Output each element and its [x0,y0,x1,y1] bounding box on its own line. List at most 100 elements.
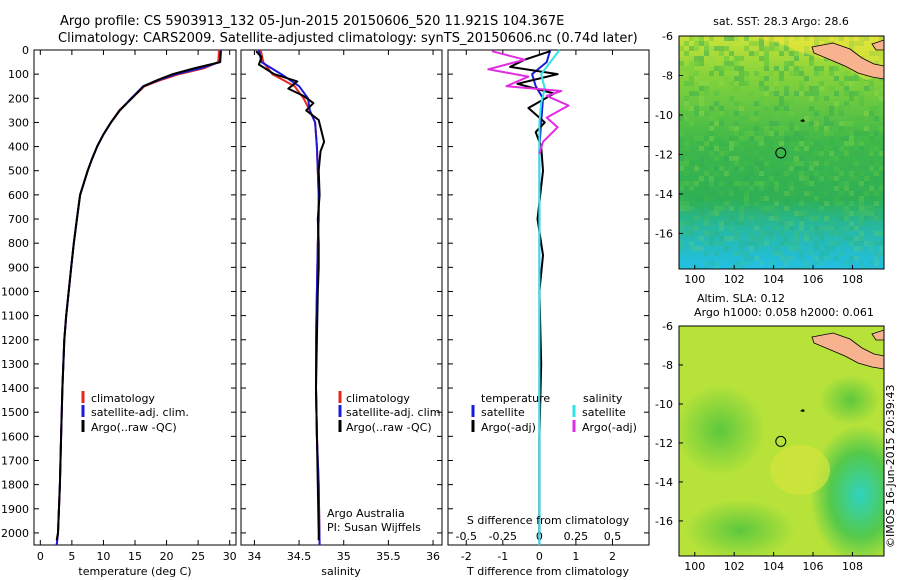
sst-pixel [759,221,764,226]
sst-pixel [759,156,764,161]
sst-pixel [719,141,724,146]
legend-label-temp-satellite: satellite [481,406,525,419]
sst-pixel [779,131,784,136]
sst-pixel [749,171,754,176]
sst-pixel [729,136,734,141]
sst-pixel [754,166,759,171]
sst-pixel [709,106,714,111]
sst-pixel [809,121,814,126]
sst-pixel [849,241,854,246]
sst-pixel [784,141,789,146]
sst-pixel [709,116,714,121]
sst-pixel [759,181,764,186]
sst-pixel [839,181,844,186]
sst-pixel [879,231,884,236]
sst-pixel [814,261,819,266]
y-tick-label: 1700 [1,454,29,467]
sst-pixel [759,241,764,246]
sst-pixel [759,86,764,91]
sst-pixel [794,266,799,269]
sst-pixel [679,46,684,51]
sst-pixel [684,101,689,106]
sst-pixel [744,116,749,121]
sst-pixel [864,111,869,116]
sst-pixel [874,211,879,216]
sst-pixel [864,206,869,211]
sst-pixel [804,171,809,176]
sst-pixel [749,131,754,136]
sst-pixel [734,56,739,61]
sst-pixel [714,96,719,101]
sst-pixel [719,221,724,226]
sst-pixel [714,166,719,171]
x-tick-label: 10 [96,550,110,563]
sst-pixel [809,96,814,101]
sst-pixel [719,191,724,196]
sst-pixel [689,71,694,76]
sst-pixel [789,181,794,186]
sst-pixel [684,141,689,146]
sst-pixel [739,76,744,81]
x-tick-label: 35 [337,550,351,563]
sst-pixel [709,196,714,201]
sst-pixel [699,246,704,251]
sst-pixel [689,81,694,86]
sst-pixel [729,146,734,151]
land-island [871,39,884,51]
sst-pixel [734,96,739,101]
sst-pixel [849,121,854,126]
sst-pixel [679,156,684,161]
sst-pixel [839,106,844,111]
sst-pixel [854,151,859,156]
sst-pixel [789,141,794,146]
y-tick-label: 1200 [1,334,29,347]
map-y-tick-label: -6 [662,30,673,43]
sst-pixel [799,106,804,111]
sst-pixel [684,66,689,71]
sst-pixel [859,211,864,216]
sst-pixel [709,151,714,156]
sst-pixel [724,111,729,116]
sst-pixel [804,146,809,151]
x-tick-label: 30 [223,550,237,563]
sst-pixel [774,86,779,91]
sst-pixel [764,61,769,66]
sst-pixel [769,146,774,151]
sst-pixel [834,186,839,191]
y-tick-label: 0 [22,44,29,57]
sst-pixel [794,136,799,141]
sst-pixel [734,126,739,131]
sst-pixel [759,46,764,51]
sst-pixel [879,101,884,106]
sst-pixel [819,126,824,131]
x-tick-label: 0 [536,550,543,563]
sst-pixel [869,161,874,166]
sst-pixel [849,221,854,226]
sst-pixel [809,181,814,186]
sst-pixel [874,201,879,206]
sst-pixel [809,61,814,66]
sst-pixel [859,236,864,241]
sst-pixel [814,256,819,261]
sst-pixel [714,261,719,266]
sst-pixel [779,241,784,246]
sst-pixel [719,81,724,86]
map-y-tick-label: -12 [655,148,673,161]
legend-label-climatology: climatology [346,392,410,405]
sst-pixel [754,51,759,56]
sst-pixel [729,236,734,241]
sst-pixel [759,231,764,236]
sst-pixel [759,96,764,101]
sst-map-title: sat. SST: 28.3 Argo: 28.6 [713,15,849,28]
sst-pixel [684,201,689,206]
sst-pixel [779,46,784,51]
sst-pixel [849,201,854,206]
sst-pixel [754,41,759,46]
sst-pixel [759,161,764,166]
sst-pixel [754,136,759,141]
x-tick-label: 2 [609,550,616,563]
sst-pixel [684,221,689,226]
sst-pixel [774,196,779,201]
sst-pixel [719,121,724,126]
sst-pixel [749,241,754,246]
